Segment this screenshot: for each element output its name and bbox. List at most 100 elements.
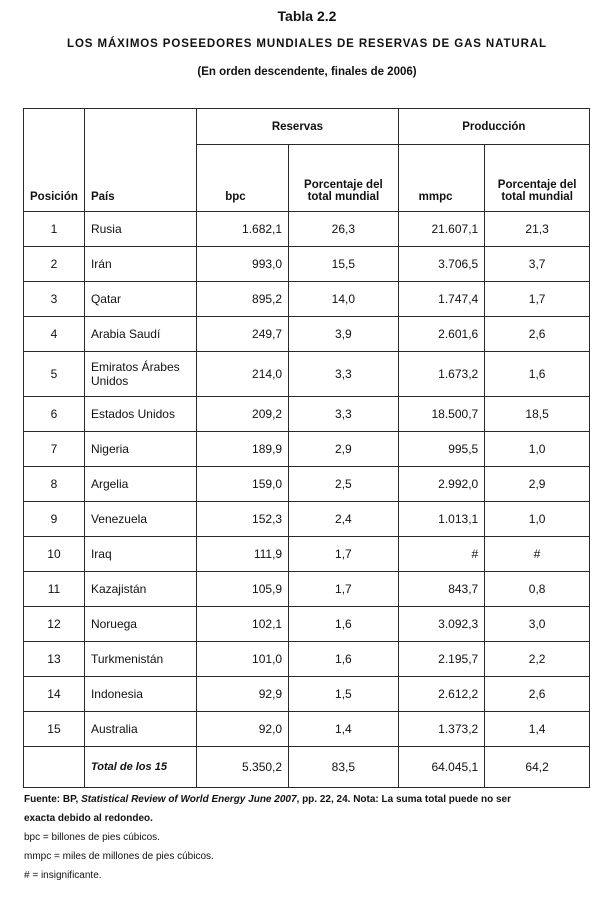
cell-bpc: 895,2: [196, 281, 290, 317]
gas-reserves-table: Posición País Reservas Producción bpc Po…: [23, 108, 591, 788]
cell-bpc: 993,0: [196, 246, 290, 282]
cell-pct-reservas: 2,4: [288, 501, 399, 537]
cell-posicion: 13: [23, 641, 85, 677]
cell-pct-reservas: 2,9: [288, 431, 399, 467]
total-label: Total de los 15: [83, 746, 198, 788]
cell-mmpc: 1.747,4: [397, 281, 486, 317]
cell-posicion: 10: [23, 536, 85, 572]
cell-posicion: 2: [23, 246, 85, 282]
cell-bpc: 1.682,1: [196, 211, 290, 247]
col-header-posicion: Posición: [23, 108, 85, 212]
total-mmpc: 64.045,1: [397, 746, 486, 788]
table-row: 2 Irán 993,0 15,5 3.706,5 3,7: [23, 246, 590, 282]
col-header-pais: País: [83, 108, 198, 212]
table-row: 11 Kazajistán 105,9 1,7 843,7 0,8: [23, 571, 590, 607]
table-row: 8 Argelia 159,0 2,5 2.992,0 2,9: [23, 466, 590, 502]
cell-pct-produccion: 21,3: [484, 211, 590, 247]
col-header-mmpc: mmpc: [397, 144, 486, 212]
cell-posicion: 15: [23, 711, 85, 747]
cell-bpc: 102,1: [196, 606, 290, 642]
cell-pct-produccion: 3,7: [484, 246, 590, 282]
source-note-line2: exacta debido al redondeo.: [24, 813, 153, 824]
table-row: 1 Rusia 1.682,1 26,3 21.607,1 21,3: [23, 211, 590, 247]
table-notes: Fuente: BP, Statistical Review of World …: [24, 790, 594, 885]
cell-posicion: 5: [23, 351, 85, 397]
cell-bpc: 249,7: [196, 316, 290, 352]
cell-pais: Arabia Saudí: [83, 316, 198, 352]
cell-pct-reservas: 1,6: [288, 641, 399, 677]
cell-mmpc: 2.601,6: [397, 316, 486, 352]
cell-bpc: 214,0: [196, 351, 290, 397]
cell-pct-produccion: 18,5: [484, 396, 590, 432]
cell-mmpc: 1.013,1: [397, 501, 486, 537]
cell-pais: Turkmenistán: [83, 641, 198, 677]
cell-pct-produccion: 1,0: [484, 431, 590, 467]
hash-definition: # = insignificante.: [24, 870, 102, 881]
cell-bpc: 152,3: [196, 501, 290, 537]
cell-mmpc: 3.092,3: [397, 606, 486, 642]
cell-pct-produccion: 2,2: [484, 641, 590, 677]
cell-pais: Indonesia: [83, 676, 198, 712]
cell-pct-produccion: 2,6: [484, 316, 590, 352]
cell-pct-reservas: 15,5: [288, 246, 399, 282]
cell-bpc: 92,9: [196, 676, 290, 712]
table-row: 10 Iraq 111,9 1,7 # #: [23, 536, 590, 572]
cell-pais: Emiratos Árabes Unidos: [83, 351, 198, 397]
cell-posicion: 9: [23, 501, 85, 537]
table-row: 4 Arabia Saudí 249,7 3,9 2.601,6 2,6: [23, 316, 590, 352]
cell-posicion: 3: [23, 281, 85, 317]
group-header-reservas: Reservas: [196, 108, 399, 145]
total-row: Total de los 15 5.350,2 83,5 64.045,1 64,2: [23, 746, 590, 788]
cell-pais: Noruega: [83, 606, 198, 642]
table-caption: (En orden descendente, finales de 2006): [197, 66, 417, 78]
table-row: 9 Venezuela 152,3 2,4 1.013,1 1,0: [23, 501, 590, 537]
cell-mmpc: 1.373,2: [397, 711, 486, 747]
total-pct-reservas: 83,5: [288, 746, 399, 788]
cell-pais: Iraq: [83, 536, 198, 572]
cell-mmpc: 1.673,2: [397, 351, 486, 397]
cell-total-empty: [23, 746, 85, 788]
cell-posicion: 4: [23, 316, 85, 352]
cell-pct-reservas: 2,5: [288, 466, 399, 502]
table-row: 13 Turkmenistán 101,0 1,6 2.195,7 2,2: [23, 641, 590, 677]
column-header-row: bpc Porcentaje del total mundial mmpc Po…: [24, 144, 590, 212]
cell-mmpc: 2.195,7: [397, 641, 486, 677]
cell-posicion: 14: [23, 676, 85, 712]
col-header-pct-produccion: Porcentaje del total mundial: [484, 144, 590, 212]
table-number: Tabla 2.2: [277, 8, 337, 24]
mmpc-definition: mmpc = miles de millones de pies cúbicos…: [24, 851, 214, 862]
cell-bpc: 159,0: [196, 466, 290, 502]
cell-mmpc: 843,7: [397, 571, 486, 607]
cell-posicion: 8: [23, 466, 85, 502]
source-prefix: Fuente: BP,: [24, 794, 79, 805]
bpc-definition: bpc = billones de pies cúbicos.: [24, 832, 160, 843]
group-header-produccion: Producción: [397, 108, 591, 145]
cell-bpc: 92,0: [196, 711, 290, 747]
cell-pct-produccion: 3,0: [484, 606, 590, 642]
table-row: 12 Noruega 102,1 1,6 3.092,3 3,0: [23, 606, 590, 642]
table-row: 3 Qatar 895,2 14,0 1.747,4 1,7: [23, 281, 590, 317]
cell-pct-produccion: 1,7: [484, 281, 590, 317]
cell-pct-reservas: 1,7: [288, 536, 399, 572]
col-header-pct-reservas: Porcentaje del total mundial: [288, 144, 399, 212]
cell-pct-produccion: 1,4: [484, 711, 590, 747]
cell-pct-produccion: 2,9: [484, 466, 590, 502]
cell-pais: Australia: [83, 711, 198, 747]
cell-bpc: 209,2: [196, 396, 290, 432]
total-pct-produccion: 64,2: [484, 746, 590, 788]
table-row: 5 Emiratos Árabes Unidos 214,0 3,3 1.673,2 1,…: [23, 351, 590, 397]
cell-mmpc: 2.612,2: [397, 676, 486, 712]
cell-mmpc: 21.607,1: [397, 211, 486, 247]
col-header-bpc: bpc: [196, 144, 290, 212]
source-title: Statistical Review of World Energy June …: [81, 794, 297, 805]
cell-pct-reservas: 1,4: [288, 711, 399, 747]
source-rest: , pp. 22, 24. Nota: La suma total puede …: [296, 794, 512, 805]
group-header-row: Posición País Reservas Producción: [23, 108, 591, 212]
cell-pais: Irán: [83, 246, 198, 282]
cell-pct-produccion: 0,8: [484, 571, 590, 607]
cell-pais: Qatar: [83, 281, 198, 317]
cell-pct-reservas: 1,5: [288, 676, 399, 712]
cell-mmpc: 995,5: [397, 431, 486, 467]
cell-posicion: 12: [23, 606, 85, 642]
cell-bpc: 111,9: [196, 536, 290, 572]
